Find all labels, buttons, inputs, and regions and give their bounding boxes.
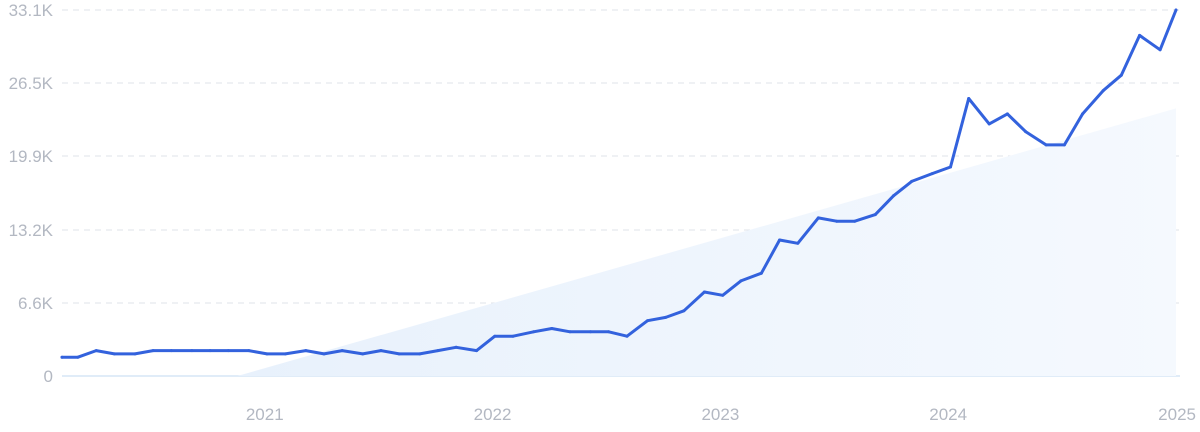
line-layer bbox=[60, 8, 1178, 359]
data-point bbox=[379, 349, 383, 353]
data-point bbox=[910, 179, 914, 183]
data-point bbox=[397, 352, 401, 356]
data-point bbox=[853, 219, 857, 223]
data-point bbox=[796, 241, 800, 245]
data-point bbox=[454, 345, 458, 349]
data-point bbox=[94, 349, 98, 353]
data-point bbox=[702, 290, 706, 294]
x-tick-label: 2021 bbox=[246, 405, 284, 424]
data-point bbox=[873, 213, 877, 217]
data-point bbox=[247, 349, 251, 353]
y-tick-label: 6.6K bbox=[18, 294, 54, 313]
data-point bbox=[987, 122, 991, 126]
data-point bbox=[589, 330, 592, 334]
data-point bbox=[493, 334, 497, 338]
data-point bbox=[169, 349, 173, 353]
data-point bbox=[664, 315, 668, 319]
data-point bbox=[1158, 48, 1162, 52]
data-point bbox=[759, 271, 763, 275]
data-point bbox=[550, 327, 554, 330]
data-point bbox=[1174, 8, 1178, 12]
data-point bbox=[816, 216, 820, 220]
data-point bbox=[475, 349, 479, 353]
data-point bbox=[967, 97, 971, 100]
data-point bbox=[646, 319, 649, 323]
y-axis-ticks: 0 6.6K 13.2K 19.9K 26.5K 33.1K bbox=[9, 1, 54, 386]
data-point bbox=[721, 293, 725, 297]
trend-area bbox=[237, 108, 1176, 376]
data-point bbox=[340, 349, 344, 353]
data-point bbox=[1005, 112, 1009, 116]
y-tick-label: 13.2K bbox=[9, 221, 54, 240]
trend-layer bbox=[237, 108, 1176, 376]
data-point bbox=[60, 355, 64, 359]
data-point bbox=[133, 352, 137, 356]
data-point bbox=[436, 349, 440, 353]
data-point bbox=[778, 238, 782, 242]
data-point bbox=[739, 279, 743, 283]
data-point bbox=[1101, 89, 1105, 93]
y-tick-label: 19.9K bbox=[9, 147, 54, 166]
y-tick-label: 33.1K bbox=[9, 1, 54, 20]
data-point bbox=[265, 352, 269, 356]
data-point bbox=[112, 352, 116, 356]
data-point bbox=[892, 194, 895, 198]
data-point bbox=[76, 355, 80, 359]
x-axis-ticks: 2021 2022 2023 2024 2025 bbox=[246, 405, 1196, 424]
data-point bbox=[418, 352, 422, 356]
data-point bbox=[226, 349, 230, 353]
data-point bbox=[949, 165, 952, 169]
x-tick-label: 2025 bbox=[1158, 405, 1196, 424]
data-point bbox=[1119, 73, 1123, 77]
y-tick-label: 26.5K bbox=[9, 74, 54, 93]
data-point bbox=[1062, 143, 1066, 147]
x-tick-label: 2024 bbox=[929, 405, 967, 424]
data-point bbox=[532, 330, 536, 334]
data-point bbox=[682, 309, 686, 313]
data-point bbox=[511, 334, 515, 338]
data-point bbox=[304, 349, 308, 353]
series-line bbox=[60, 8, 1178, 359]
data-point bbox=[361, 352, 365, 356]
data-point bbox=[190, 349, 194, 353]
data-point bbox=[625, 334, 629, 338]
data-point bbox=[283, 352, 287, 356]
x-tick-label: 2022 bbox=[474, 405, 512, 424]
data-point bbox=[835, 219, 839, 223]
data-point bbox=[607, 330, 611, 334]
data-point bbox=[1024, 130, 1028, 134]
x-tick-label: 2023 bbox=[701, 405, 739, 424]
data-point bbox=[568, 330, 572, 334]
data-point bbox=[1044, 143, 1048, 147]
data-point bbox=[322, 352, 326, 356]
data-point bbox=[930, 172, 934, 176]
data-point bbox=[208, 349, 212, 353]
data-point bbox=[151, 349, 155, 353]
y-tick-label: 0 bbox=[44, 367, 53, 386]
data-point bbox=[1081, 112, 1085, 116]
data-point bbox=[1138, 33, 1142, 37]
